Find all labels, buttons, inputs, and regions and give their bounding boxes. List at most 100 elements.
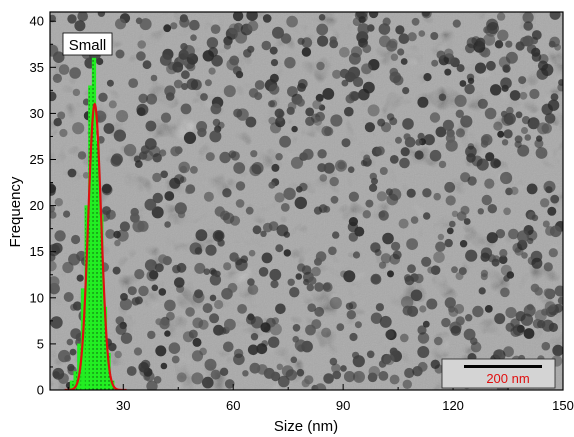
nanoparticle xyxy=(296,368,305,377)
nanoparticle xyxy=(483,33,496,46)
nanoparticle xyxy=(279,135,291,148)
nanoparticle xyxy=(262,222,273,233)
nanoparticle xyxy=(362,210,371,219)
nanoparticle xyxy=(493,349,503,359)
nanoparticle xyxy=(190,79,202,91)
nanoparticle xyxy=(549,12,561,20)
nanoparticle xyxy=(438,160,447,169)
nanoparticle xyxy=(136,107,146,117)
nanoparticle xyxy=(296,98,305,107)
nanoparticle xyxy=(454,94,467,107)
nanoparticle xyxy=(500,287,510,298)
y-tick-label: 15 xyxy=(30,244,44,259)
nanoparticle xyxy=(386,40,398,52)
nanoparticle xyxy=(271,163,280,172)
nanoparticle xyxy=(272,26,284,39)
nanoparticle xyxy=(292,324,301,332)
nanoparticle xyxy=(494,313,506,325)
nanoparticle xyxy=(256,343,268,355)
nanoparticle xyxy=(158,254,168,264)
nanoparticle xyxy=(260,322,271,333)
nanoparticle xyxy=(150,74,158,82)
nanoparticle xyxy=(195,229,208,242)
nanoparticle xyxy=(269,323,282,336)
nanoparticle xyxy=(297,263,306,272)
nanoparticle xyxy=(497,29,509,41)
nanoparticle xyxy=(126,366,137,376)
nanoparticle xyxy=(316,61,325,71)
nanoparticle xyxy=(101,183,112,194)
nanoparticle xyxy=(268,84,280,95)
nanoparticle xyxy=(297,82,306,92)
nanoparticle xyxy=(151,284,159,292)
nanoparticle xyxy=(116,110,129,123)
nanoparticle xyxy=(429,149,442,162)
nanoparticle xyxy=(312,100,322,110)
nanoparticle xyxy=(467,176,477,186)
nanoparticle xyxy=(67,168,77,178)
nanoparticle xyxy=(180,103,192,115)
nanoparticle xyxy=(503,129,513,139)
nanoparticle xyxy=(63,292,74,302)
nanoparticle xyxy=(174,277,185,288)
nanoparticle xyxy=(209,313,220,324)
nanoparticle xyxy=(62,261,74,274)
nanoparticle xyxy=(210,103,222,115)
nanoparticle xyxy=(445,195,456,206)
nanoparticle xyxy=(427,266,435,274)
nanoparticle xyxy=(379,315,392,328)
nanoparticle xyxy=(249,362,261,374)
nanoparticle xyxy=(72,301,82,311)
nanoparticle xyxy=(181,83,189,90)
nanoparticle xyxy=(146,93,158,105)
nanoparticle xyxy=(410,216,419,224)
nanoparticle xyxy=(435,126,447,138)
scale-bar-label: 200 nm xyxy=(486,371,529,386)
nanoparticle xyxy=(182,331,194,343)
nanoparticle xyxy=(501,139,509,146)
nanoparticle xyxy=(494,40,504,49)
nanoparticle xyxy=(406,238,418,251)
nanoparticle xyxy=(329,176,339,187)
nanoparticle xyxy=(294,196,307,210)
nanoparticle xyxy=(407,32,417,42)
nanoparticle xyxy=(247,344,259,356)
y-tick-label: 25 xyxy=(30,152,44,167)
nanoparticle xyxy=(235,181,246,191)
nanoparticle xyxy=(557,296,563,305)
nanoparticle xyxy=(276,363,283,370)
nanoparticle xyxy=(261,40,272,51)
nanoparticle xyxy=(402,118,414,130)
nanoparticle xyxy=(543,180,556,193)
nanoparticle xyxy=(183,131,197,144)
nanoparticle xyxy=(444,181,456,193)
nanoparticle xyxy=(500,77,512,89)
nanoparticle xyxy=(417,96,429,108)
nanoparticle xyxy=(348,217,358,227)
nanoparticle xyxy=(331,363,341,374)
nanoparticle xyxy=(51,242,63,254)
nanoparticle xyxy=(248,88,259,98)
nanoparticle xyxy=(57,111,66,120)
nanoparticle xyxy=(418,30,426,37)
nanoparticle xyxy=(455,272,464,281)
nanoparticle xyxy=(258,267,269,277)
nanoparticle xyxy=(438,93,447,101)
nanoparticle xyxy=(505,40,513,48)
nanoparticle xyxy=(174,174,185,185)
nanoparticle xyxy=(197,127,207,138)
nanoparticle xyxy=(526,303,534,311)
nanoparticle xyxy=(297,37,305,45)
nanoparticle xyxy=(120,293,128,301)
nanoparticle xyxy=(311,266,321,277)
nanoparticle xyxy=(132,220,145,233)
nanoparticle xyxy=(71,234,81,245)
nanoparticle xyxy=(498,255,508,264)
nanoparticle xyxy=(214,206,225,217)
nanoparticle xyxy=(110,155,122,167)
nanoparticle xyxy=(192,337,202,347)
nanoparticle xyxy=(200,93,208,101)
nanoparticle xyxy=(52,51,65,63)
nanoparticle xyxy=(414,273,424,284)
nanoparticle xyxy=(302,148,314,160)
